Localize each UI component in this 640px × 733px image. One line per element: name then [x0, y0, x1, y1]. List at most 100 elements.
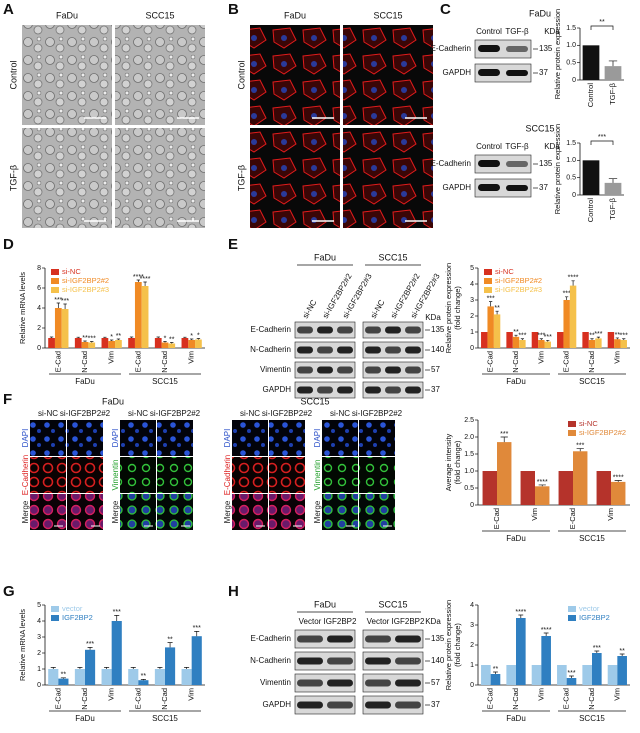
x-tick-label: N-Cad: [511, 351, 520, 373]
row-label: TGF-β: [8, 165, 18, 191]
blot-title: SCC15: [525, 123, 554, 133]
significance-label: ***: [487, 295, 495, 302]
legend-label: si-NC: [62, 267, 81, 276]
fluorescence-image: [359, 420, 395, 456]
y-tick-label: 1: [470, 329, 474, 336]
y-tick-label: 2: [37, 325, 41, 332]
panel-letter: E: [228, 236, 238, 253]
row-label: Vimentin: [260, 678, 291, 687]
bar: [558, 471, 573, 505]
panel-letter: H: [228, 583, 239, 600]
legend-swatch: [484, 278, 492, 284]
x-tick-label: E-Cad: [562, 688, 571, 709]
significance-label: **: [169, 336, 175, 343]
mw-label: 57: [431, 678, 440, 687]
significance-label: ***: [518, 333, 526, 340]
legend-label: si-IGF2BP2#3: [62, 285, 109, 294]
y-axis-label: Average intensity: [444, 434, 453, 492]
error-bar: [104, 667, 110, 669]
blot-strip: [474, 63, 532, 83]
micrograph: [250, 25, 340, 125]
y-tick-label: 1.0: [464, 468, 474, 475]
y-tick-label: 8: [37, 265, 41, 272]
lane-label: si-NC: [301, 298, 319, 320]
bar: [604, 182, 622, 195]
bar: [604, 66, 622, 80]
blot-band: [337, 326, 353, 334]
bar: [74, 338, 82, 348]
bar: [512, 336, 520, 348]
significance-label: ***: [54, 297, 62, 304]
error-bar: [90, 341, 94, 343]
legend-swatch: [51, 615, 59, 621]
blot-band: [297, 679, 323, 687]
bar: [607, 665, 618, 685]
significance-bracket: [590, 140, 614, 145]
blot-band: [365, 366, 381, 374]
unit-label: KDa: [425, 617, 441, 626]
significance-label: ****: [515, 609, 526, 616]
significance-label: ***: [576, 442, 584, 449]
significance-label: ***: [620, 333, 628, 340]
y-axis-label: Relative mRNA levels: [18, 609, 27, 681]
bar: [48, 338, 55, 348]
fluorescence-image: [322, 420, 358, 456]
fluorescence-image: [359, 494, 395, 530]
group-label: FaDu: [75, 714, 95, 723]
group-label: SCC15: [152, 377, 178, 386]
mw-label: 37: [539, 183, 548, 192]
bar: [188, 340, 196, 348]
lane-label: si-IGF2BP2#2: [262, 409, 313, 418]
y-tick-label: 4: [37, 618, 41, 625]
error-bar: [194, 631, 200, 637]
bar: [573, 451, 588, 505]
blot-strip: [362, 673, 424, 693]
y-tick-label: 0.5: [566, 60, 576, 67]
significance-label: ****: [537, 479, 548, 486]
error-bar: [130, 667, 136, 669]
row-label: Vimentin: [260, 365, 291, 374]
bar: [154, 338, 162, 348]
micrograph: [22, 128, 112, 228]
significance-label: ***: [86, 641, 94, 648]
blot-band: [327, 657, 353, 665]
row-label: N-Cadherin: [250, 656, 291, 665]
blot-strip: [474, 39, 532, 59]
lane-label: TGF-β: [505, 27, 529, 36]
significance-label: **: [615, 332, 621, 339]
y-tick-label: 0: [572, 77, 576, 84]
fluorescence-image: [67, 494, 103, 530]
fluorescence-image: [67, 420, 103, 456]
mw-label: 37: [539, 68, 548, 77]
significance-label: **: [589, 333, 595, 340]
y-axis-label: Relative protein expression: [444, 600, 453, 690]
micrograph: [115, 25, 205, 125]
bar: [582, 665, 592, 685]
blot-strip: [362, 629, 424, 649]
panel-letter: A: [3, 1, 14, 18]
stain-label: DAPI: [313, 429, 322, 448]
y-tick-label: 1.5: [464, 451, 474, 458]
row-label: E-Cadherin: [251, 634, 291, 643]
blot-band: [385, 386, 401, 394]
significance-label: **: [619, 648, 625, 655]
blot-band: [405, 386, 421, 394]
blot-strip: [294, 695, 356, 715]
blot-strip: [474, 178, 532, 198]
bar: [607, 332, 615, 348]
significance-label: **: [493, 666, 499, 673]
bar: [506, 332, 513, 348]
bar: [161, 342, 169, 348]
fluorescence-image: [157, 457, 193, 493]
bar: [493, 314, 501, 348]
significance-label: ***: [193, 625, 201, 632]
blot-band: [297, 366, 313, 374]
stain-label: Merge: [21, 500, 30, 523]
y-tick-label: 0.5: [464, 485, 474, 492]
significance-label: **: [61, 672, 67, 679]
group-title: FaDu: [314, 599, 336, 609]
error-bar: [183, 336, 187, 338]
error-bar: [565, 296, 569, 300]
group-label: SCC15: [579, 534, 605, 543]
lane-label: si-NC: [369, 298, 387, 320]
